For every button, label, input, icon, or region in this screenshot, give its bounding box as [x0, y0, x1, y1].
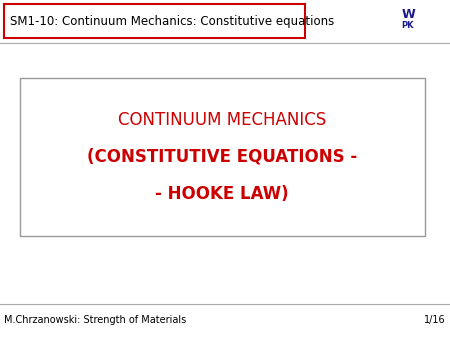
Text: SM1-10: Continuum Mechanics: Constitutive equations: SM1-10: Continuum Mechanics: Constitutiv… [10, 16, 334, 28]
Text: CONTINUUM MECHANICS: CONTINUUM MECHANICS [118, 111, 326, 129]
Text: - HOOKE LAW): - HOOKE LAW) [155, 185, 289, 203]
FancyBboxPatch shape [20, 78, 425, 236]
Text: PK: PK [402, 22, 414, 30]
Text: M.Chrzanowski: Strength of Materials: M.Chrzanowski: Strength of Materials [4, 315, 186, 325]
Text: (CONSTITUTIVE EQUATIONS -: (CONSTITUTIVE EQUATIONS - [87, 148, 357, 166]
Text: 1/16: 1/16 [424, 315, 446, 325]
FancyBboxPatch shape [4, 4, 305, 38]
Text: W: W [401, 8, 415, 22]
